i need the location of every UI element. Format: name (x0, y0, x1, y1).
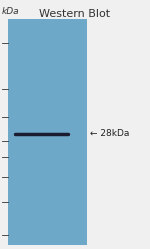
Text: Western Blot: Western Blot (39, 9, 111, 19)
Text: kDa: kDa (2, 7, 19, 16)
Text: ← 28kDa: ← 28kDa (90, 129, 129, 138)
Bar (8, 19, 87, 245)
